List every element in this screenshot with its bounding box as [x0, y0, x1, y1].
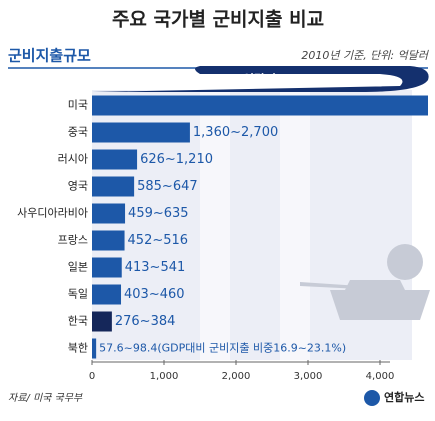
subtitle: 군비지출규모	[8, 47, 91, 65]
y-tick-label: 북한	[68, 342, 88, 355]
value-label: 459~635	[128, 206, 189, 221]
chart-title: 주요 국가별 군비지출 비교	[112, 9, 324, 31]
bar	[92, 257, 122, 278]
y-tick-label: 독일	[68, 287, 88, 301]
bar	[92, 203, 126, 224]
value-label: 1,360~2,700	[193, 125, 278, 140]
bar	[92, 311, 112, 332]
value-label: 626~1,210	[140, 152, 213, 167]
source: 자료/ 미국 국무부	[8, 392, 83, 404]
y-tick-label: 사우디아라비아	[17, 207, 88, 220]
logo: 연합뉴스	[384, 390, 424, 404]
tank-icon	[300, 280, 430, 320]
bar	[92, 95, 428, 116]
bar	[92, 230, 125, 251]
unit-note: 2010년 기준, 단위: 억달러	[301, 49, 429, 62]
x-tick-label: 2,000	[222, 371, 251, 382]
decor-band	[200, 90, 230, 360]
x-tick-label: 3,000	[294, 371, 323, 382]
y-tick-label: 한국	[68, 315, 88, 328]
decor-band	[280, 90, 310, 360]
x-tick-label: 0	[89, 371, 95, 382]
us-bar-curl	[92, 66, 429, 92]
moneybag-icon	[387, 244, 423, 280]
bar	[92, 122, 190, 143]
bar	[92, 284, 122, 305]
y-tick-label: 일본	[68, 260, 88, 274]
value-label: 585~647	[137, 179, 198, 194]
value-label: 57.6~98.4(GDP대비 군비지출 비중16.9~23.1%)	[99, 342, 346, 355]
value-label: 452~516	[128, 233, 189, 248]
value-label: 403~460	[124, 287, 185, 302]
x-tick-label: 1,000	[150, 371, 179, 382]
value-label: 413~541	[125, 260, 186, 275]
y-tick-label: 러시아	[58, 153, 88, 166]
y-tick-label: 미국	[68, 99, 88, 112]
bar	[92, 176, 135, 197]
y-tick-label: 영국	[68, 180, 88, 193]
value-label: 7,860억달러	[205, 72, 276, 87]
bar	[92, 338, 97, 359]
y-tick-label: 중국	[68, 126, 88, 139]
x-tick-label: 4,000	[366, 371, 395, 382]
bar	[92, 149, 138, 170]
logo-icon	[364, 390, 380, 406]
y-tick-label: 프랑스	[58, 234, 88, 247]
value-label: 276~384	[115, 314, 176, 329]
